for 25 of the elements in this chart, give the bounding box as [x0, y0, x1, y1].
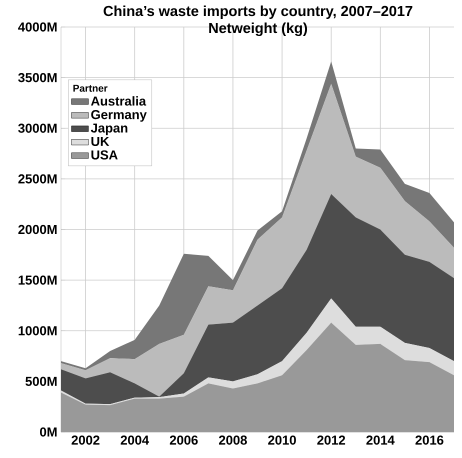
- x-tick-label: 2006: [170, 436, 198, 445]
- legend-label: Australia: [90, 96, 146, 106]
- y-tick-label: 1000M: [18, 326, 57, 336]
- x-tick-label: 2016: [415, 436, 444, 445]
- x-tick-label: 2008: [218, 436, 247, 445]
- y-tick-label: 4000M: [18, 22, 57, 32]
- x-tick-label: 2004: [120, 436, 150, 445]
- y-tick-label: 500M: [25, 376, 57, 386]
- x-tick-label: 2010: [268, 436, 296, 445]
- y-tick-label: 3500M: [18, 73, 57, 82]
- x-tick-label: 2002: [72, 436, 100, 445]
- legend-label: UK: [91, 136, 110, 146]
- y-tick-label: 2500M: [18, 174, 57, 184]
- legend-title: Partner: [73, 84, 108, 92]
- x-tick-label: 2014: [366, 436, 395, 445]
- x-tick-label: 2012: [317, 436, 346, 445]
- y-tick-label: 0M: [40, 427, 57, 437]
- y-tick-label: 2000M: [18, 224, 57, 234]
- legend-label: Japan: [90, 124, 128, 136]
- chart-title: China’s waste imports by country, 2007–2017: [104, 6, 412, 19]
- legend-label: USA: [91, 150, 118, 160]
- y-tick-label: 1500M: [18, 276, 57, 285]
- y-tick-label: 3000M: [18, 124, 57, 133]
- legend-label: Germany: [91, 110, 147, 122]
- chart-subtitle: Netweight (kg): [209, 22, 308, 36]
